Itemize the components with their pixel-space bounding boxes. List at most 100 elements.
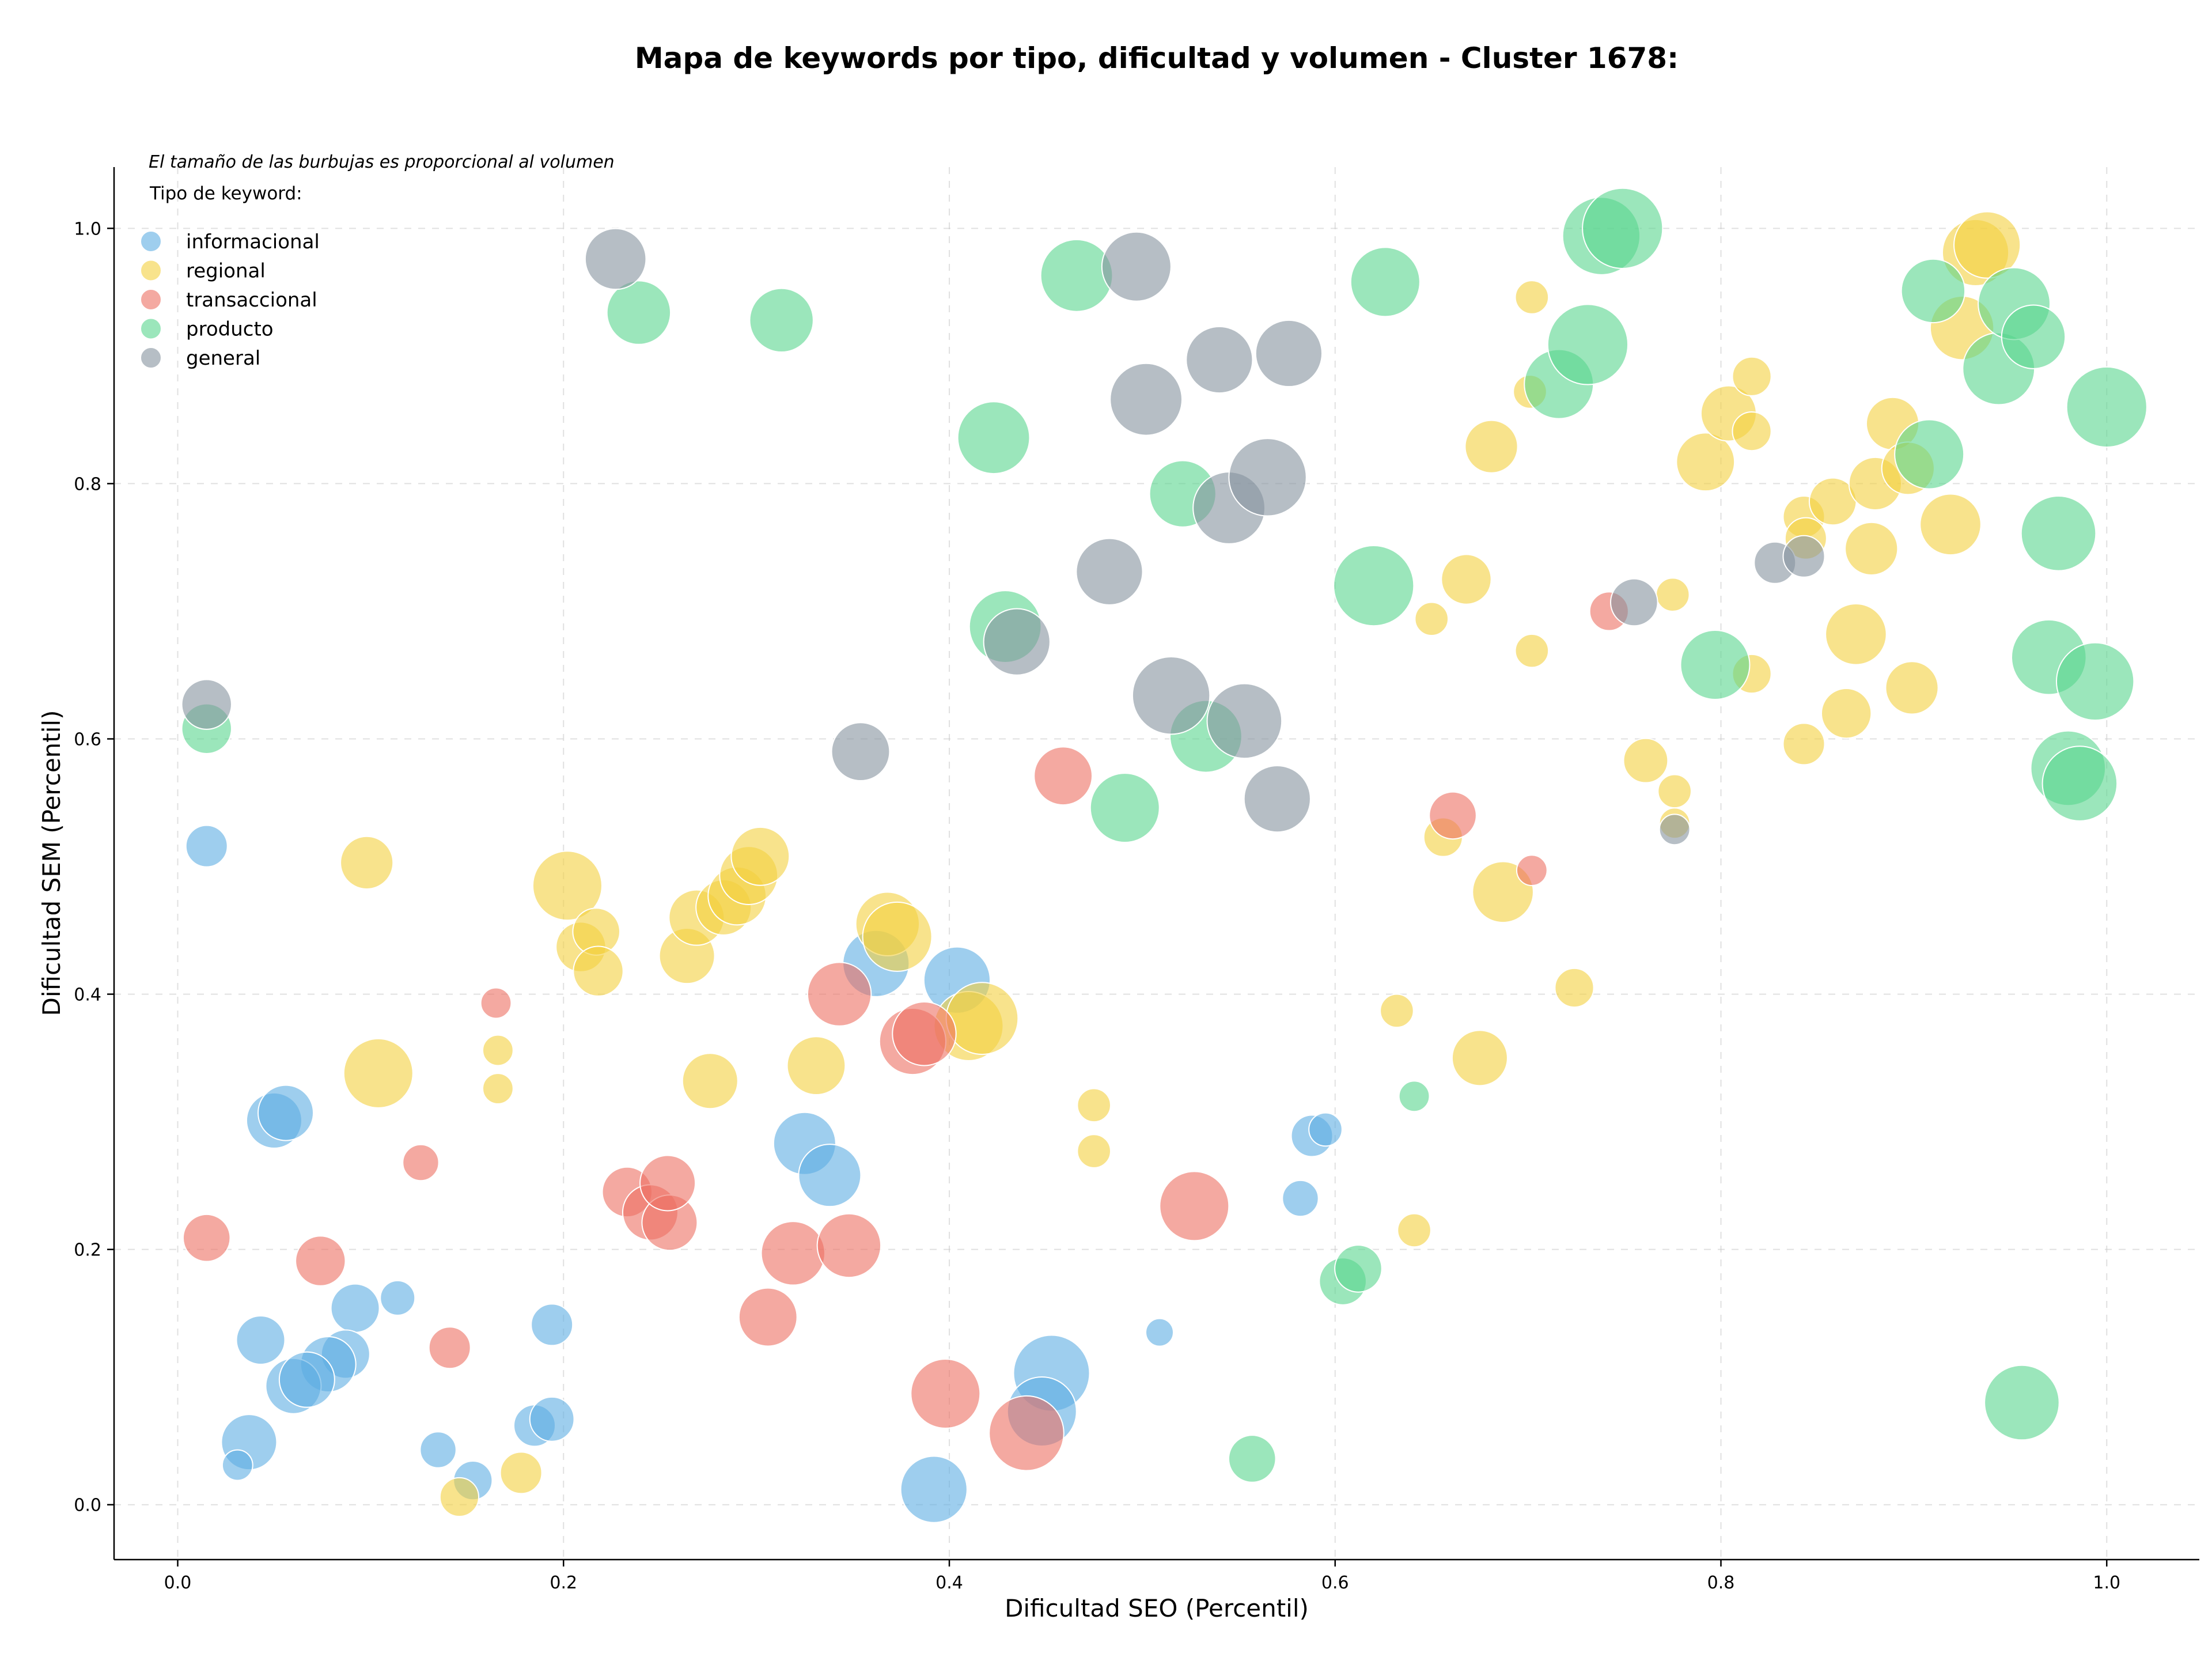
y-tick-label: 0.4 xyxy=(74,985,101,1005)
x-tick-label: 0.6 xyxy=(1321,1573,1349,1593)
x-tick-label: 1.0 xyxy=(2093,1573,2120,1593)
bubble-transaccional xyxy=(1033,746,1093,806)
bubble-regional xyxy=(1844,521,1899,576)
bubble-informacional xyxy=(531,1303,574,1346)
bubble-producto xyxy=(2020,495,2097,572)
bubble-informacional xyxy=(1308,1112,1343,1147)
y-tick-label: 0.2 xyxy=(74,1240,101,1261)
bubble-informacional xyxy=(900,1455,968,1523)
y-tick-label: 0.8 xyxy=(74,474,101,494)
bubble-informacional xyxy=(221,1449,253,1481)
bubble-general xyxy=(1109,362,1183,436)
bubble-regional xyxy=(786,1036,846,1096)
legend-label-informacional: informacional xyxy=(186,230,320,253)
bubble-producto xyxy=(1089,773,1160,843)
bubble-general xyxy=(831,722,891,782)
legend-label-regional: regional xyxy=(186,260,266,283)
bubble-general xyxy=(1075,538,1143,606)
bubble-general xyxy=(1658,814,1691,846)
bubble-transaccional xyxy=(816,1213,882,1278)
bubble-regional xyxy=(1514,633,1550,668)
bubble-producto xyxy=(1582,187,1664,269)
y-tick-label: 0.6 xyxy=(74,729,101,750)
bubble-producto xyxy=(2041,746,2118,822)
bubble-transaccional xyxy=(892,1001,957,1066)
bubble-informacional xyxy=(529,1396,575,1442)
bubble-regional xyxy=(1820,687,1872,739)
bubble-regional xyxy=(1554,967,1594,1008)
bubble-transaccional xyxy=(988,1395,1065,1471)
x-axis-title: Dificultad SEO (Percentil) xyxy=(1005,1594,1309,1622)
legend-marker-producto xyxy=(140,317,162,340)
bubble-regional xyxy=(439,1477,480,1518)
bubble-producto xyxy=(606,280,672,345)
bubble-regional xyxy=(1414,601,1449,637)
bubble-informacional xyxy=(380,1280,416,1316)
bubble-general xyxy=(1610,578,1658,627)
bubble-general xyxy=(1228,438,1307,517)
bubble-general xyxy=(1185,326,1253,394)
bubble-regional xyxy=(730,826,790,886)
legend-label-general: general xyxy=(186,347,260,370)
bubble-regional xyxy=(681,1053,738,1110)
bubble-general xyxy=(983,608,1051,676)
bubble-informacional xyxy=(1282,1179,1319,1217)
bubble-regional xyxy=(340,835,394,890)
legend-marker-transaccional xyxy=(140,289,162,311)
bubble-transaccional xyxy=(295,1235,346,1287)
bubble-producto xyxy=(1334,1244,1382,1293)
bubble-informacional xyxy=(278,1351,335,1408)
bubble-regional xyxy=(482,1034,514,1066)
y-tick-label: 0.0 xyxy=(74,1496,101,1516)
bubble-regional xyxy=(343,1038,414,1108)
series-informacional xyxy=(185,824,1343,1523)
chart-title: Mapa de keywords por tipo, dificultad y … xyxy=(635,41,1679,75)
bubble-regional xyxy=(945,982,1019,1055)
bubble-regional xyxy=(862,901,933,972)
bubble-general xyxy=(1131,656,1211,735)
bubble-regional xyxy=(1732,356,1772,396)
bubble-regional xyxy=(1514,280,1550,315)
bubble-transaccional xyxy=(480,987,512,1019)
bubble-transaccional xyxy=(1159,1171,1230,1242)
bubble-regional xyxy=(1732,411,1772,452)
bubble-producto xyxy=(1350,247,1421,317)
bubble-producto xyxy=(749,287,814,353)
bubble-regional xyxy=(1885,661,1939,715)
bubble-regional xyxy=(1077,1134,1111,1168)
bubble-general xyxy=(1101,231,1172,302)
bubble-size-annotation: El tamaño de las burbujas es proporciona… xyxy=(149,152,615,172)
bubble-producto xyxy=(957,401,1031,475)
bubble-transaccional xyxy=(760,1221,825,1286)
x-tick-label: 0.4 xyxy=(935,1573,963,1593)
bubble-transaccional xyxy=(910,1358,981,1429)
bubble-regional xyxy=(499,1451,543,1494)
bubble-transaccional xyxy=(1516,854,1548,887)
x-tick-label: 0.0 xyxy=(164,1573,192,1593)
bubble-regional xyxy=(1441,554,1492,605)
bubble-general xyxy=(584,228,647,290)
legend-label-producto: producto xyxy=(186,318,274,341)
bubble-producto xyxy=(1894,419,1965,490)
bubble-general xyxy=(1243,765,1311,833)
bubble-informacional xyxy=(330,1283,380,1333)
bubble-general xyxy=(181,679,232,730)
bubble-regional xyxy=(1077,1088,1111,1123)
bubble-regional xyxy=(1657,774,1692,809)
y-tick-label: 1.0 xyxy=(74,219,101,239)
bubble-transaccional xyxy=(639,1155,696,1212)
bubble-producto xyxy=(2001,304,2066,369)
legend-title: Tipo de keyword: xyxy=(149,183,302,204)
legend: Tipo de keyword: informacional regional tr… xyxy=(140,183,320,370)
bubble-regional xyxy=(1451,1030,1508,1087)
legend-marker-general xyxy=(140,347,162,369)
bubble-producto xyxy=(1547,304,1629,385)
bubble-transaccional xyxy=(182,1213,231,1262)
bubble-regional xyxy=(1397,1213,1431,1248)
bubble-producto xyxy=(1680,630,1751,701)
bubble-regional xyxy=(1655,577,1690,612)
bubble-producto xyxy=(1228,1435,1277,1483)
legend-marker-regional xyxy=(140,259,162,282)
bubble-regional xyxy=(1825,603,1887,665)
bubble-regional xyxy=(1919,493,1982,556)
